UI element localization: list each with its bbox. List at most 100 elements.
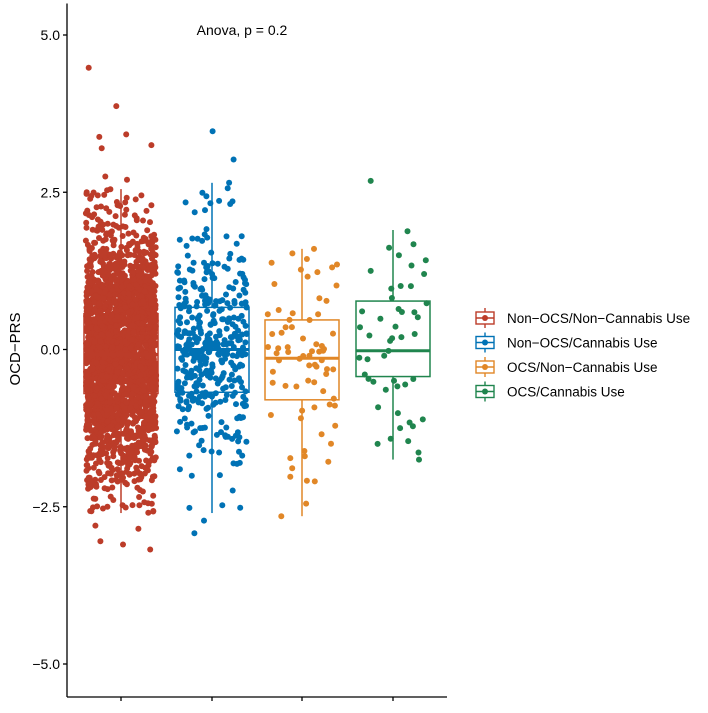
data-point [386, 244, 393, 251]
data-point [218, 375, 225, 381]
data-point [101, 191, 108, 198]
data-point [306, 317, 313, 323]
data-point [175, 269, 181, 276]
data-point [235, 315, 242, 322]
chart-title: Anova, p = 0.2 [197, 22, 288, 38]
data-point [220, 341, 227, 348]
data-point [152, 236, 159, 243]
data-point [222, 384, 229, 391]
data-point [83, 426, 90, 433]
data-point [104, 418, 111, 425]
data-point [107, 423, 114, 430]
data-point [151, 318, 158, 325]
data-point [96, 133, 103, 140]
data-point [227, 304, 234, 311]
data-point [104, 455, 111, 462]
data-point [404, 228, 411, 235]
data-point [123, 194, 130, 201]
data-point [91, 417, 97, 423]
data-point [123, 399, 130, 406]
data-point [134, 314, 141, 321]
data-point [134, 449, 141, 456]
data-point [311, 245, 317, 252]
data-point [120, 541, 126, 548]
data-point [243, 438, 250, 445]
data-point [106, 291, 113, 298]
data-point [126, 471, 133, 477]
data-point [118, 386, 125, 393]
data-point [331, 402, 338, 409]
data-point [129, 336, 135, 343]
data-point [109, 410, 116, 417]
data-point [137, 470, 144, 477]
data-point [215, 351, 222, 357]
data-point [97, 252, 104, 259]
data-point [147, 239, 154, 246]
data-point [87, 508, 94, 514]
data-point [146, 425, 153, 432]
data-point [85, 448, 92, 455]
data-point [106, 208, 113, 215]
data-point [209, 260, 216, 267]
data-point [131, 264, 138, 270]
data-point [110, 449, 117, 456]
data-point [83, 467, 90, 474]
data-point [239, 452, 246, 459]
data-point [114, 395, 121, 402]
legend-item: Non−OCS/Non−Cannabis Use [475, 308, 690, 328]
data-point [205, 338, 212, 345]
data-point [357, 324, 363, 331]
data-point [129, 502, 136, 509]
data-point [83, 224, 90, 231]
data-point [224, 433, 231, 440]
data-point [127, 404, 134, 411]
data-point [97, 218, 104, 225]
data-point [287, 473, 294, 480]
data-point [117, 375, 124, 382]
data-point [103, 450, 110, 457]
data-point [148, 297, 155, 304]
data-point [411, 331, 418, 337]
data-point [391, 377, 397, 384]
data-point [151, 432, 158, 439]
data-point [201, 276, 208, 283]
data-point [285, 349, 292, 355]
data-point [315, 311, 322, 318]
data-point [98, 395, 105, 402]
data-point [150, 401, 157, 408]
data-point [125, 333, 131, 339]
data-point [269, 379, 276, 386]
data-point [242, 280, 248, 287]
data-point [114, 424, 121, 431]
data-point [96, 300, 102, 307]
data-point [189, 267, 196, 274]
data-point [89, 365, 96, 372]
box [355, 300, 431, 378]
data-point [309, 348, 315, 355]
data-point [98, 315, 105, 322]
data-point [145, 462, 152, 469]
data-point [101, 289, 108, 296]
data-point [222, 397, 229, 403]
data-point [311, 478, 318, 485]
data-point [203, 226, 210, 233]
data-point [133, 232, 140, 239]
data-point [99, 322, 106, 329]
plot-area [82, 64, 431, 553]
data-point [82, 210, 89, 217]
data-point [142, 393, 149, 400]
data-point [242, 299, 249, 306]
data-point [106, 399, 113, 406]
data-point [311, 404, 318, 411]
data-point [181, 380, 188, 387]
data-point [150, 328, 157, 335]
data-point [87, 303, 94, 310]
data-point [264, 311, 271, 318]
data-point [278, 329, 285, 336]
data-point [142, 398, 149, 405]
data-point [95, 411, 102, 418]
data-point [219, 359, 226, 366]
legend-label: OCS/Non−Cannabis Use [507, 360, 657, 375]
data-point [99, 359, 106, 366]
data-point [128, 448, 135, 455]
